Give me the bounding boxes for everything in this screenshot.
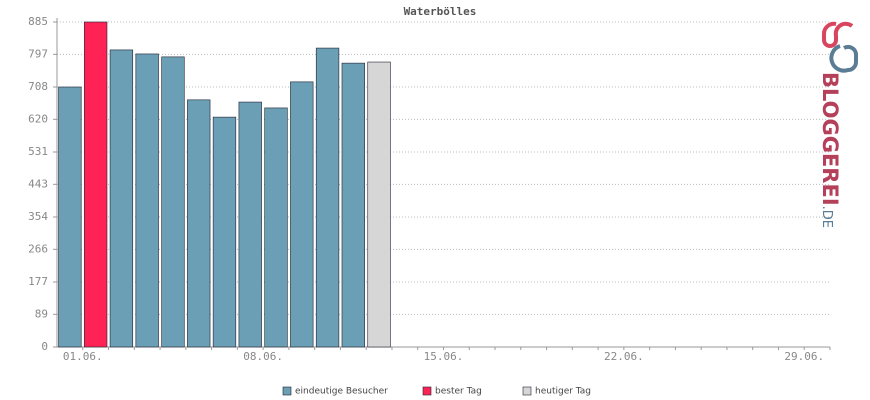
logo: BLOGGEREI.DE — [818, 21, 858, 228]
logo-text: BLOGGEREI — [818, 72, 842, 206]
y-tick-label: 89 — [35, 307, 48, 320]
legend-swatch — [422, 386, 432, 396]
x-tick-label: 01.06. — [63, 350, 103, 363]
y-tick-label: 885 — [28, 15, 48, 28]
y-tick-label: 266 — [28, 242, 48, 255]
x-tick-label: 15.06. — [424, 350, 464, 363]
y-tick-label: 354 — [28, 210, 48, 223]
bar — [212, 116, 237, 348]
bar — [187, 99, 211, 348]
y-tick-label: 0 — [41, 340, 48, 353]
x-tick-label: 08.06. — [243, 350, 283, 363]
legend-label: eindeutige Besucher — [295, 387, 388, 397]
chart-title: Waterbölles — [404, 5, 477, 18]
y-tick-label: 177 — [28, 275, 48, 288]
legend-swatch — [522, 386, 532, 396]
legend-label: bester Tag — [435, 387, 482, 397]
y-tick-label: 620 — [28, 112, 48, 125]
x-tick-label: 29.06. — [784, 350, 824, 363]
y-tick-label: 708 — [28, 80, 48, 93]
bar — [84, 21, 108, 348]
logo-suffix: .DE — [819, 206, 834, 228]
bar — [238, 101, 262, 348]
bar — [341, 62, 365, 348]
bar — [161, 56, 185, 348]
bar — [290, 81, 314, 348]
x-tick-label: 22.06. — [604, 350, 644, 363]
bar — [58, 86, 82, 348]
y-tick-label: 443 — [28, 177, 48, 190]
bar — [367, 61, 391, 348]
bar — [264, 107, 288, 348]
legend: eindeutige Besucher bester Tag heutiger Ta… — [282, 386, 591, 397]
legend-swatch — [282, 386, 292, 396]
bar — [135, 53, 159, 348]
bar — [109, 49, 134, 348]
y-tick-label: 797 — [28, 47, 48, 60]
logo-icon — [822, 21, 854, 48]
bar — [315, 47, 340, 348]
logo-text: BLOGGEREI.DE — [818, 72, 842, 228]
logo-icon — [829, 44, 858, 73]
y-tick-label: 531 — [28, 145, 48, 158]
legend-label: heutiger Tag — [535, 387, 591, 397]
